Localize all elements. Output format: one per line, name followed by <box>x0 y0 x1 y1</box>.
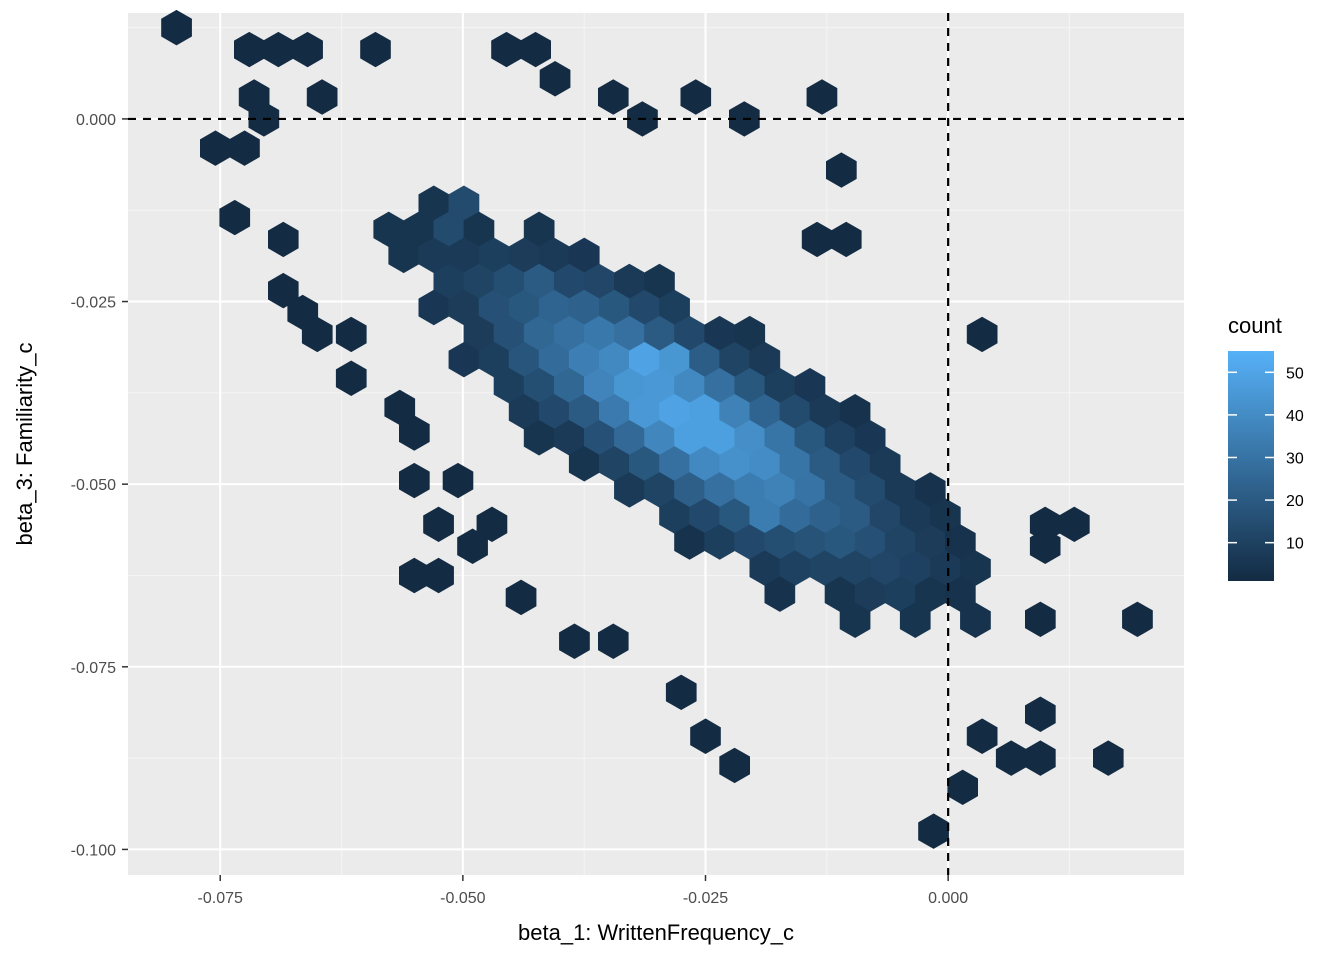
legend-tick-label: 50 <box>1286 365 1304 382</box>
hexbin <box>505 579 537 616</box>
hexbin <box>539 61 571 97</box>
hexbin <box>680 79 712 115</box>
y-tick-label: -0.100 <box>71 842 116 859</box>
hexbin <box>966 718 998 754</box>
hexbin <box>665 674 697 711</box>
hexbin <box>839 602 871 638</box>
x-tick-label: 0.000 <box>928 890 968 907</box>
hexbin <box>229 130 260 166</box>
hexbin <box>1025 696 1056 733</box>
x-tick-label: -0.050 <box>440 890 485 907</box>
reference-lines <box>128 13 1184 875</box>
hexbin <box>1025 601 1056 638</box>
hexbin <box>398 462 430 499</box>
hexbin <box>597 623 629 659</box>
y-axis: 0.000 -0.025 -0.050 -0.075 -0.100 <box>71 112 128 859</box>
hexbin <box>267 272 299 309</box>
hexbin <box>267 221 299 258</box>
hexbin <box>597 79 629 115</box>
hexbin <box>301 316 333 353</box>
hexbin <box>335 360 367 396</box>
hexbin <box>1122 601 1153 638</box>
hexbin <box>335 316 367 353</box>
hexbin <box>764 576 796 612</box>
hexbin <box>806 79 838 115</box>
hexbin <box>719 747 751 784</box>
hexbin <box>966 316 998 353</box>
legend-tick-label: 10 <box>1286 536 1304 553</box>
hexbin <box>442 462 474 499</box>
y-tick-label: -0.075 <box>71 660 116 677</box>
hexbin <box>306 79 338 115</box>
hexbin <box>559 623 590 659</box>
hexbin <box>520 31 552 68</box>
legend-colorbar <box>1228 351 1274 581</box>
hexbin <box>476 506 508 543</box>
hexbin <box>398 415 430 451</box>
hexbin <box>360 31 391 68</box>
hexbin <box>960 602 991 638</box>
hexbin <box>423 506 454 543</box>
hexbin <box>690 718 721 754</box>
x-tick-label: -0.025 <box>683 890 728 907</box>
x-tick-label: -0.075 <box>198 890 243 907</box>
hexbin <box>825 152 857 188</box>
hexbin <box>292 31 323 68</box>
y-axis-title: beta_3: Familiarity_c <box>12 343 37 546</box>
hexbin-layer <box>161 9 1153 849</box>
y-tick-label: -0.050 <box>71 477 116 494</box>
y-tick-label: 0.000 <box>76 112 116 129</box>
hexbin <box>423 557 454 594</box>
hexbin <box>219 199 251 236</box>
legend-tick-label: 40 <box>1286 408 1304 425</box>
y-tick-label: -0.025 <box>71 295 116 312</box>
legend: count 10 20 30 40 50 <box>1228 313 1304 581</box>
hexbin <box>1093 740 1124 776</box>
hexbin <box>457 528 488 564</box>
legend-tick-label: 20 <box>1286 493 1304 510</box>
hexbin <box>830 221 862 258</box>
legend-tick-label: 30 <box>1286 450 1304 467</box>
legend-title: count <box>1228 313 1282 338</box>
legend-ticks: 10 20 30 40 50 <box>1228 365 1304 553</box>
hexbin <box>1025 740 1056 776</box>
hexbin <box>899 602 931 638</box>
hexbin <box>161 9 192 46</box>
hexbin <box>1029 528 1061 564</box>
x-axis-title: beta_1: WrittenFrequency_c <box>518 920 794 945</box>
hexbin <box>1059 506 1090 543</box>
x-axis: -0.075 -0.050 -0.025 0.000 <box>198 875 968 907</box>
hexbin <box>918 813 949 849</box>
